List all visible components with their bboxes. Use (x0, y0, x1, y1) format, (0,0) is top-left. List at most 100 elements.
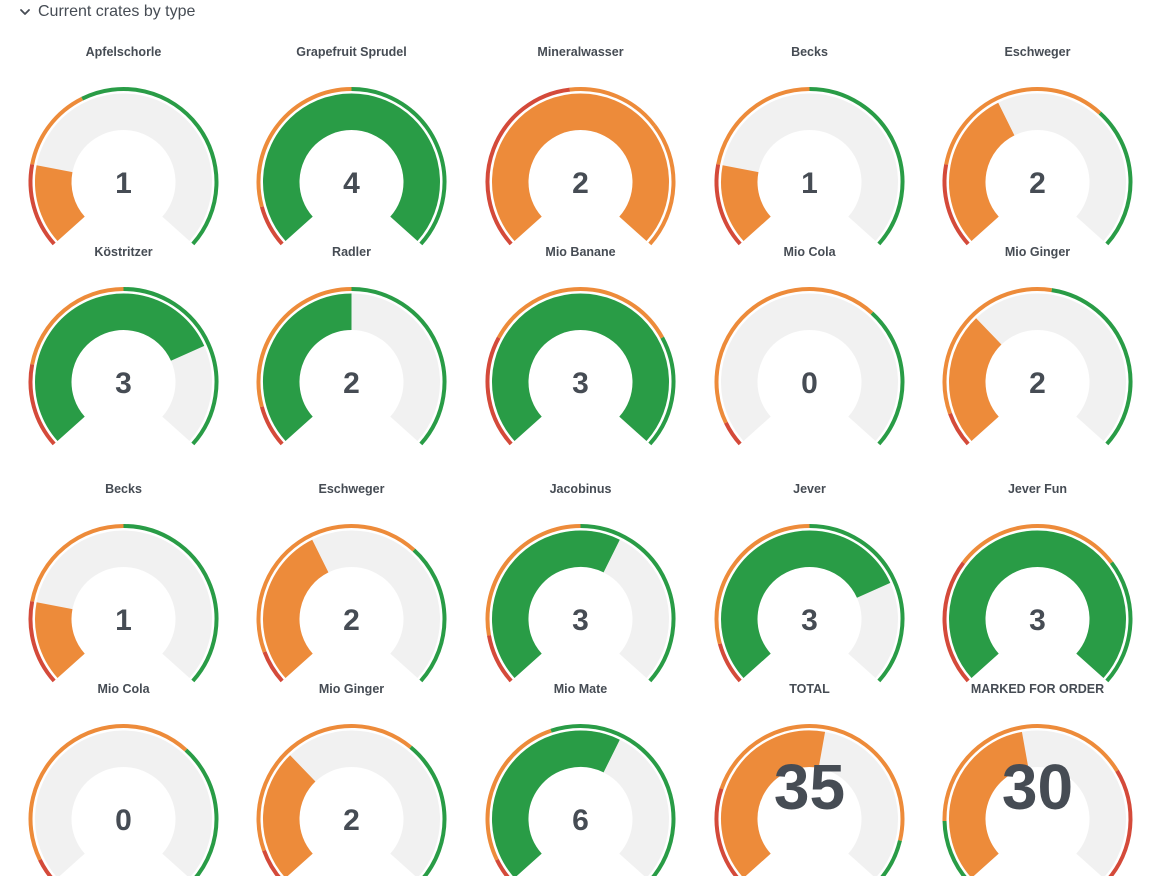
gauge-value: 1 (801, 167, 818, 200)
gauge-mio-ginger: 2 (942, 287, 1133, 446)
gauge-value: 35 (774, 751, 845, 823)
gauge-eschweger: 2 (942, 87, 1133, 246)
threshold-band (1098, 111, 1133, 246)
gauge-fill (263, 93, 440, 241)
row-title: Current crates by type (38, 3, 196, 20)
threshold-band (550, 724, 676, 876)
gauge-panel-becks-2[interactable]: Becks 1 (9, 437, 238, 683)
panel-title: Jever (793, 482, 826, 496)
gauge-kostritzer: 3 (28, 287, 219, 446)
threshold-band (870, 311, 905, 446)
threshold-band (719, 724, 905, 842)
gauge-value: 3 (115, 367, 132, 400)
gauge-panel-grapefruit-sprudel[interactable]: Grapefruit Sprudel 4 (237, 0, 466, 246)
gauge-panel-total[interactable]: TOTAL 35 (695, 637, 924, 876)
gauge-fill (721, 730, 826, 876)
gauge-panel-jacobinus[interactable]: Jacobinus 3 (466, 437, 695, 683)
gauge-jever: 3 (714, 524, 905, 683)
chevron-down-icon[interactable] (18, 5, 32, 19)
panel-title: Mio Mate (553, 682, 608, 696)
gauge-panel-marked-for-order[interactable]: MARKED FOR ORDER 30 (923, 637, 1152, 876)
threshold-band (38, 858, 53, 876)
threshold-band (714, 788, 739, 876)
gauge-eschweger-2: 2 (256, 524, 447, 683)
threshold-band (123, 287, 219, 446)
threshold-band (30, 287, 124, 365)
gauge-marked-for-order: 30 (942, 724, 1133, 876)
panel-title: Eschweger (1004, 45, 1071, 59)
gauge-panel-apfelschorle[interactable]: Apfelschorle 1 (9, 0, 238, 246)
threshold-band (942, 287, 1053, 415)
threshold-band (714, 163, 742, 246)
threshold-band (716, 87, 810, 165)
threshold-band (259, 206, 284, 246)
threshold-band (1105, 561, 1133, 683)
threshold-band (648, 336, 676, 446)
panel-title: TOTAL (789, 682, 830, 696)
gauge-fill (492, 93, 669, 241)
threshold-band (485, 87, 571, 246)
gauge-track (35, 730, 212, 876)
gauge-panel-eschweger[interactable]: Eschweger 2 (923, 0, 1152, 246)
threshold-band (942, 561, 970, 683)
gauge-fill (263, 755, 316, 876)
gauge-mineralwasser: 2 (485, 87, 676, 246)
threshold-band (28, 163, 56, 246)
gauge-fill (492, 530, 620, 678)
threshold-band (412, 548, 447, 683)
threshold-band (569, 87, 657, 127)
gauge-value: 1 (115, 167, 132, 200)
panel-title: Radler (332, 245, 371, 259)
gauge-panel-radler[interactable]: Radler 2 (237, 200, 466, 446)
threshold-band (256, 287, 352, 408)
gauge-panel-jever[interactable]: Jever 3 (695, 437, 924, 683)
gauge-fill (35, 293, 205, 441)
gauge-panel-mio-ginger[interactable]: Mio Ginger 2 (923, 200, 1152, 446)
gauge-panel-mio-ginger-2[interactable]: Mio Ginger 2 (237, 637, 466, 876)
threshold-band (942, 724, 1119, 822)
gauge-apfelschorle: 1 (28, 87, 219, 246)
gauge-value: 2 (1029, 167, 1046, 200)
gauge-fill (721, 165, 772, 241)
gauge-panel-mio-cola[interactable]: Mio Cola 0 (695, 200, 924, 446)
gauge-panel-becks[interactable]: Becks 1 (695, 0, 924, 246)
gauge-value: 3 (1029, 604, 1046, 637)
threshold-band (497, 287, 664, 339)
gauge-panel-mio-mate[interactable]: Mio Mate 6 (466, 637, 695, 876)
gauge-panel-mineralwasser[interactable]: Mineralwasser 2 (466, 0, 695, 246)
gauge-becks-2: 1 (28, 524, 219, 683)
panel-title: Mio Ginger (318, 682, 385, 696)
gauge-panel-mio-banane[interactable]: Mio Banane 3 (466, 200, 695, 446)
threshold-band (184, 748, 219, 876)
gauge-fill (949, 318, 1002, 441)
gauge-panel-kostritzer[interactable]: Köstritzer 3 (9, 200, 238, 446)
panel-title: Köstritzer (94, 245, 153, 259)
threshold-band (256, 724, 412, 852)
gauge-fill (949, 731, 1030, 876)
panel-title: Grapefruit Sprudel (296, 45, 407, 59)
gauge-panel-mio-cola-2[interactable]: Mio Cola 0 (9, 637, 238, 876)
gauge-becks: 1 (714, 87, 905, 246)
gauge-fill (492, 730, 620, 876)
panel-title: Apfelschorle (85, 45, 162, 59)
gauge-panel-jever-fun[interactable]: Jever Fun 3 (923, 437, 1152, 683)
row-header[interactable]: Current crates by type (18, 3, 195, 21)
gauge-value: 30 (1002, 751, 1073, 823)
threshold-band (717, 643, 742, 683)
panel-title: Eschweger (318, 482, 385, 496)
panel-title: Mio Cola (783, 245, 836, 259)
gauge-panel-eschweger-2[interactable]: Eschweger 2 (237, 437, 466, 683)
gauge-value: 0 (801, 367, 818, 400)
gauge-fill (721, 530, 891, 678)
gauge-fill (35, 165, 86, 241)
threshold-band (486, 635, 513, 683)
threshold-band (28, 600, 56, 683)
panel-title: Becks (791, 45, 828, 59)
gauge-mio-banane: 3 (485, 287, 676, 446)
threshold-band (81, 87, 219, 246)
gauge-fill (949, 102, 1016, 241)
threshold-band (123, 524, 219, 683)
threshold-band (1108, 769, 1133, 876)
threshold-band (714, 287, 874, 424)
